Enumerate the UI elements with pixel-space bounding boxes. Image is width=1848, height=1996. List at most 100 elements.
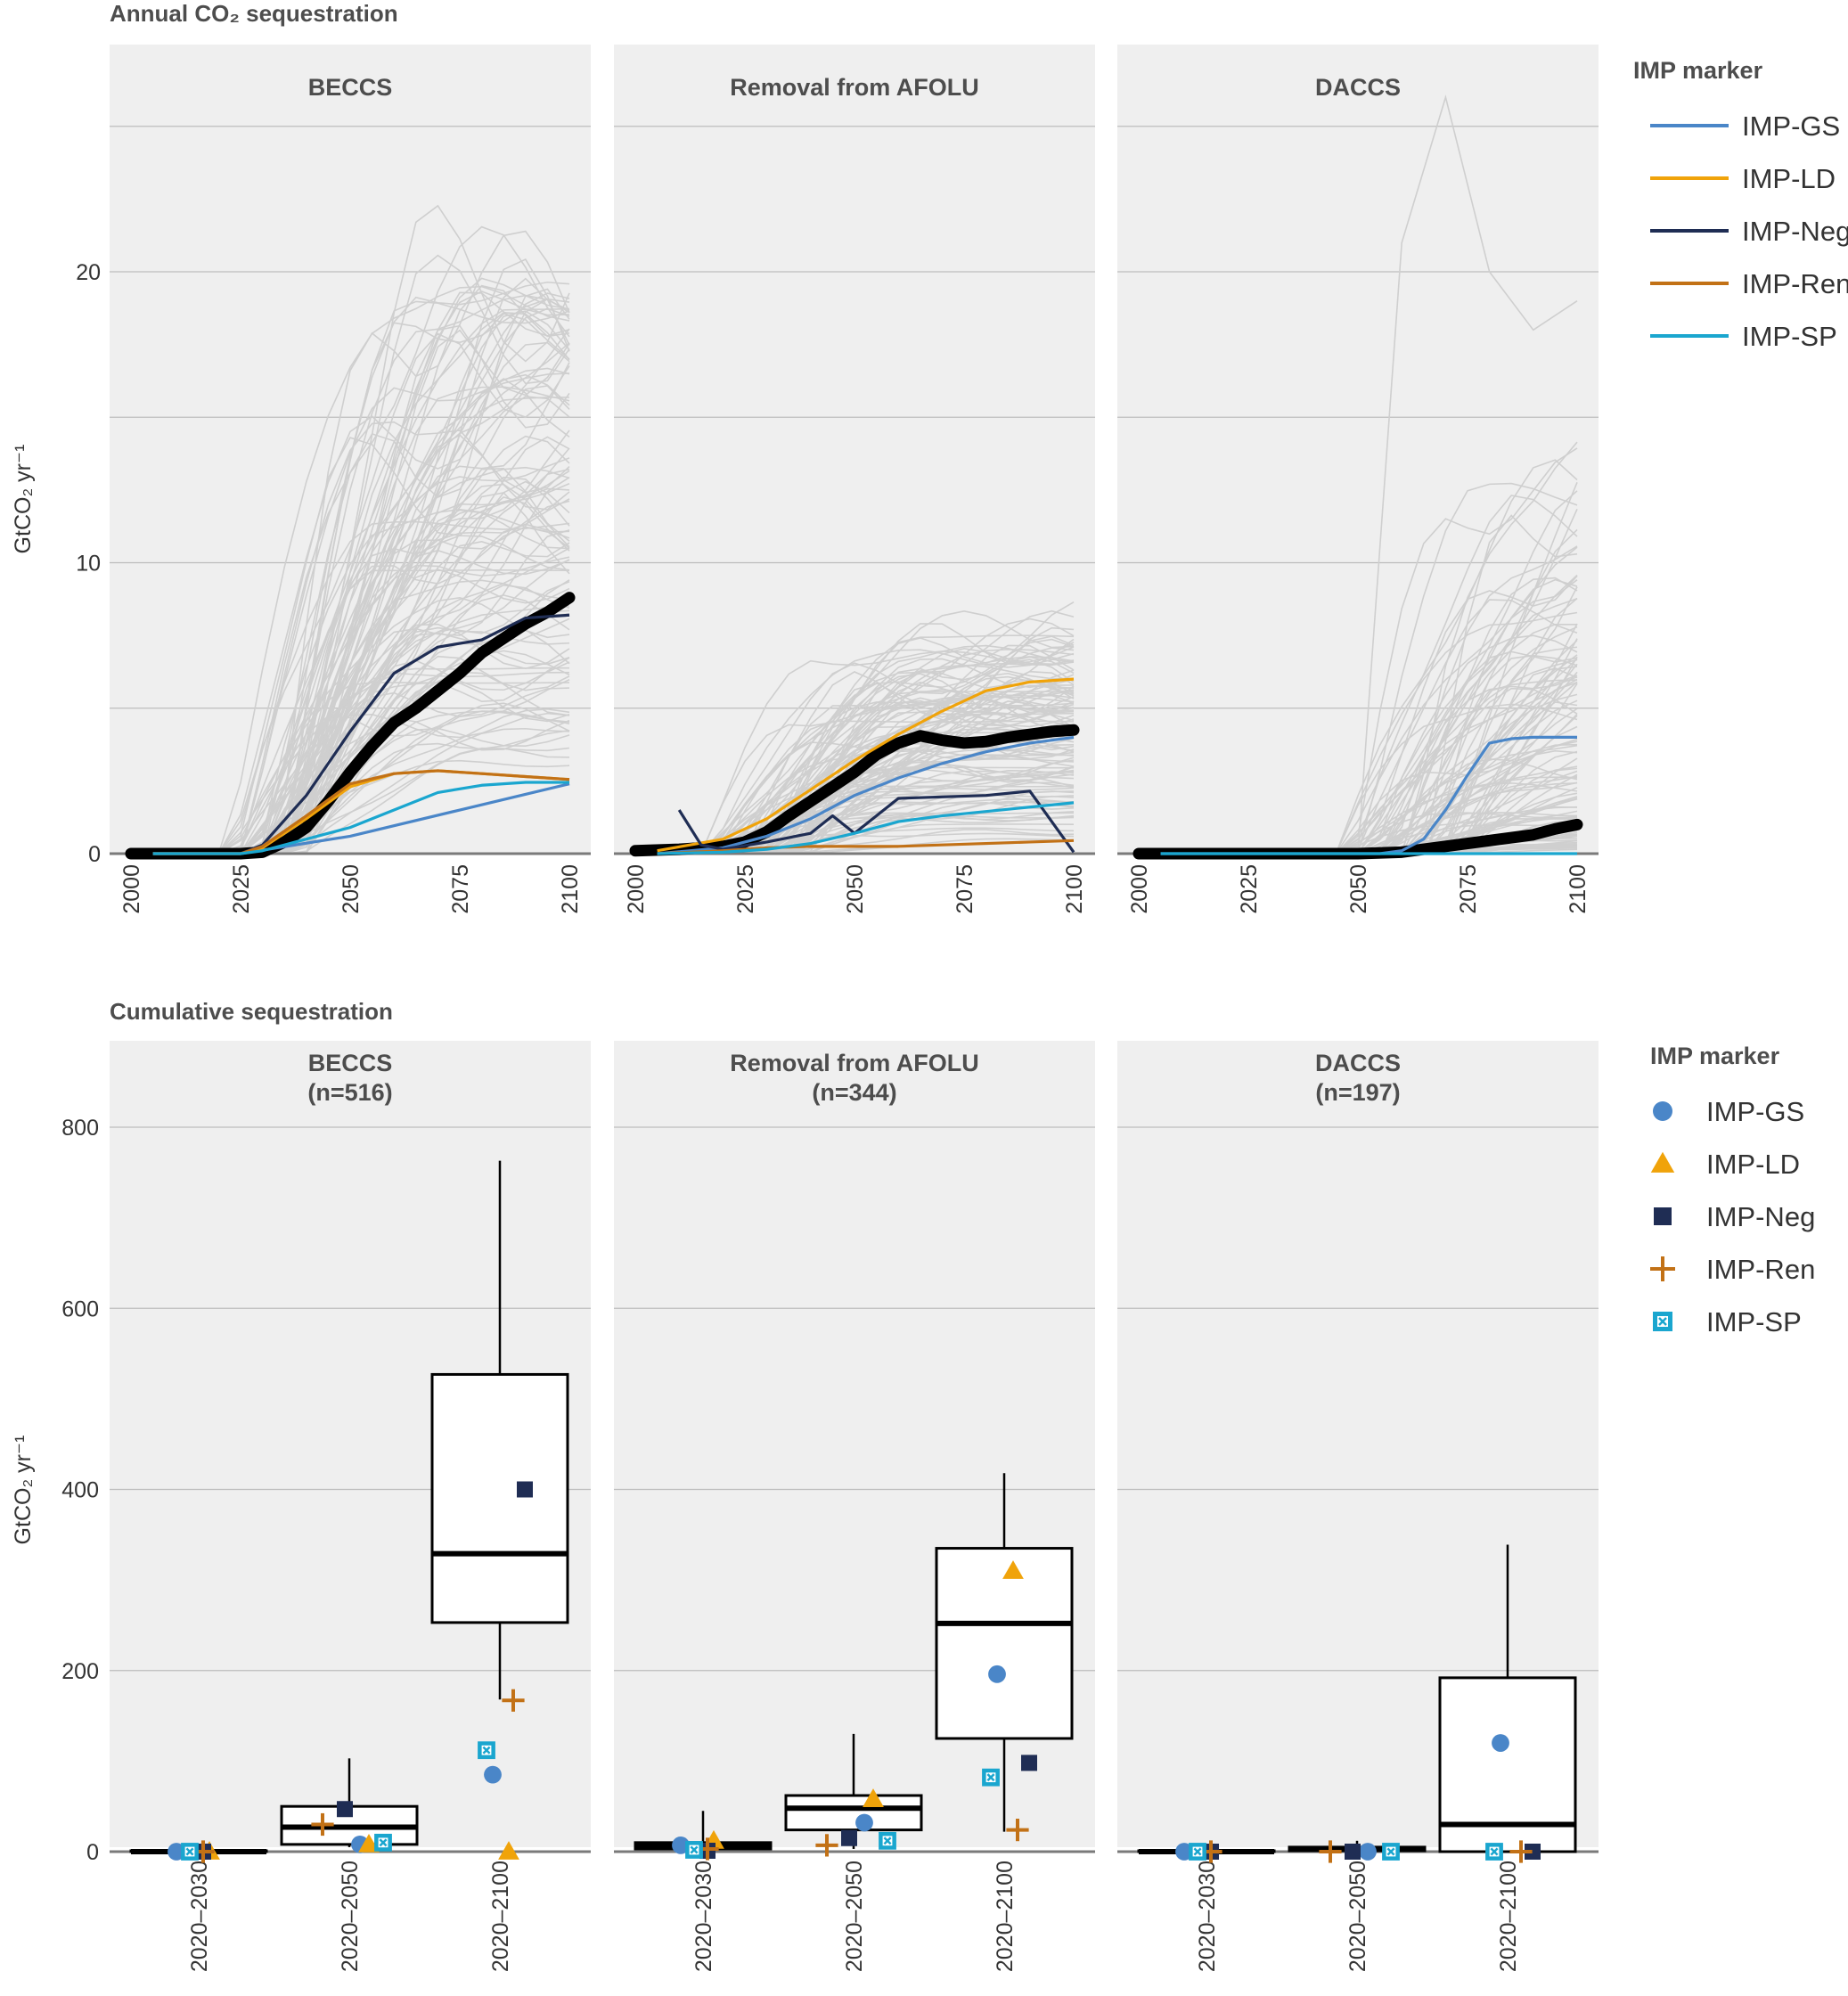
line-panel-daccs: DACCS 2000 2025 2050 2075 2100 [1117,45,1599,914]
marker-imp-gs [988,1665,1006,1683]
marker-imp-ren [815,1834,838,1857]
marker-imp-ren [311,1812,334,1836]
marker-imp-sp [1382,1843,1400,1861]
ensemble-line [657,704,1075,855]
legend-label: IMP-SP [1742,321,1837,352]
line-panel-removal-from-afolu: Removal from AFOLU 2000 2025 2050 2075 2100 [614,45,1095,914]
marker-imp-ren [1509,1840,1533,1863]
legend-item-imp-sp: IMP-SP [1653,1306,1802,1337]
marker-imp-sp-x2 [690,1845,699,1854]
marker-imp-sp-x2 [185,1847,194,1856]
legend-label: IMP-LD [1706,1149,1800,1180]
marker-imp-gs [855,1813,873,1832]
marker-imp-ld [863,1788,884,1807]
marker-imp-neg [1021,1755,1037,1771]
box-2020-2050 [784,1733,923,1849]
y-axis-label-bottom: GtCO₂ yr⁻¹ [11,1436,36,1545]
box-panel-beccs: BECCS (n=516) 2020–2030 2020–2050 2020–2100 [110,1041,591,1972]
x-tick-label: 2100 [558,864,583,914]
panel-subtitle: (n=344) [812,1079,896,1106]
marker-imp-sp [1485,1843,1503,1861]
series-line-imp-ren [657,838,1075,855]
x-tick-label: 2020–2100 [1496,1861,1521,1972]
x-tick-label: 2020–2050 [842,1861,867,1972]
ensemble-line [175,520,570,855]
box-panel-removal-from-afolu: Removal from AFOLU (n=344) 2020–2030 2020–2… [614,1041,1095,1972]
y-tick-label: 400 [61,1478,99,1503]
series-line-imp-sp [657,801,1075,855]
x-tick-label: 2025 [1237,864,1262,914]
panel-title: DACCS [1315,74,1401,101]
marker-imp-gs [484,1765,502,1784]
legend-symbol-imp-gs [1653,1101,1672,1121]
x-tick-label: 2100 [1062,864,1087,914]
marker-imp-sp-x2 [1386,1847,1395,1856]
marker-imp-sp [181,1843,199,1861]
legend-item-imp-ren: IMP-Ren [1650,268,1848,299]
x-tick-label: 2000 [1127,864,1152,914]
marker-imp-gs [672,1836,690,1854]
box-2020-2100 [1438,1544,1577,1853]
legend-symbol-imp-neg [1654,1207,1672,1225]
marker-imp-gs [1175,1843,1193,1861]
legend-symbol-imp-sp-x2 [1658,1317,1667,1326]
x-tick-label: 2020–2100 [488,1861,513,1972]
marker-imp-neg [841,1829,857,1846]
legend-bottom: IMP-GS IMP-LD IMP-Neg IMP-Ren IMP-SP [1650,1096,1815,1337]
legend-symbol-imp-sp [1653,1312,1672,1331]
x-tick-label: 2075 [1456,864,1481,914]
marker-imp-sp-x2 [883,1836,892,1845]
panel-title: DACCS [1315,1050,1401,1076]
y-tick-label: 10 [76,552,101,577]
panel-title: Removal from AFOLU [730,74,979,101]
legend-item-imp-gs: IMP-GS [1650,110,1840,142]
marker-imp-neg [337,1801,353,1818]
y-tick-label: 20 [76,260,101,285]
x-tick-label: 2020–2030 [187,1861,212,1972]
legend-item-imp-sp: IMP-SP [1650,321,1837,352]
chart-legends: IMP-GSIMP-LDIMP-NegIMP-RenIMP-SPIMP-GSIM… [1650,110,1848,1337]
marker-imp-sp [478,1741,495,1760]
marker-imp-sp-x2 [379,1838,388,1847]
legend-item-imp-neg: IMP-Neg [1650,216,1848,247]
legend-label: IMP-LD [1742,163,1836,194]
panel-title: BECCS [308,74,393,101]
x-tick-label: 2050 [1346,864,1371,914]
ensemble-line [657,650,1075,855]
legend-label: IMP-Neg [1706,1201,1815,1232]
x-tick-label: 2025 [229,864,254,914]
panel-subtitle: (n=197) [1315,1079,1400,1106]
marker-imp-sp [879,1831,896,1850]
marker-imp-sp-x2 [1193,1847,1202,1856]
panel-background [1117,45,1599,854]
marker-imp-ld [498,1841,519,1860]
x-tick-label: 2020–2050 [338,1861,363,1972]
ensemble-line [175,667,570,855]
marker-imp-sp-x2 [1490,1847,1499,1856]
box-panel-daccs: DACCS (n=197) 2020–2030 2020–2050 2020–2100 [1117,1041,1599,1972]
x-tick-label: 2000 [119,864,144,914]
series-line-imp-sp [152,781,569,855]
x-tick-label: 2020–2030 [691,1861,716,1972]
x-tick-label: 2075 [953,864,977,914]
panel-subtitle: (n=516) [307,1079,392,1106]
marker-imp-sp [685,1841,703,1859]
series-line-imp-ren [152,769,570,855]
legend-label: IMP-Ren [1742,268,1848,299]
legend-label: IMP-GS [1742,110,1840,142]
marker-imp-neg [1525,1844,1541,1860]
ensemble-line [175,396,570,855]
x-tick-label: 2000 [624,864,649,914]
x-tick-label: 2100 [1566,864,1590,914]
legend-top: IMP-GS IMP-LD IMP-Neg IMP-Ren IMP-SP [1650,110,1848,352]
series-line-imp-ld [657,677,1075,853]
marker-imp-ren [1006,1819,1029,1842]
box-2020-2100 [430,1160,569,1700]
x-tick-label: 2020–2100 [993,1861,1018,1972]
marker-imp-sp [982,1768,1000,1787]
bottom-section-title: Cumulative sequestration [110,998,393,1025]
box-iqr [935,1547,1074,1740]
legend-title-top: IMP marker [1633,57,1763,84]
y-tick-label: 600 [61,1297,99,1321]
